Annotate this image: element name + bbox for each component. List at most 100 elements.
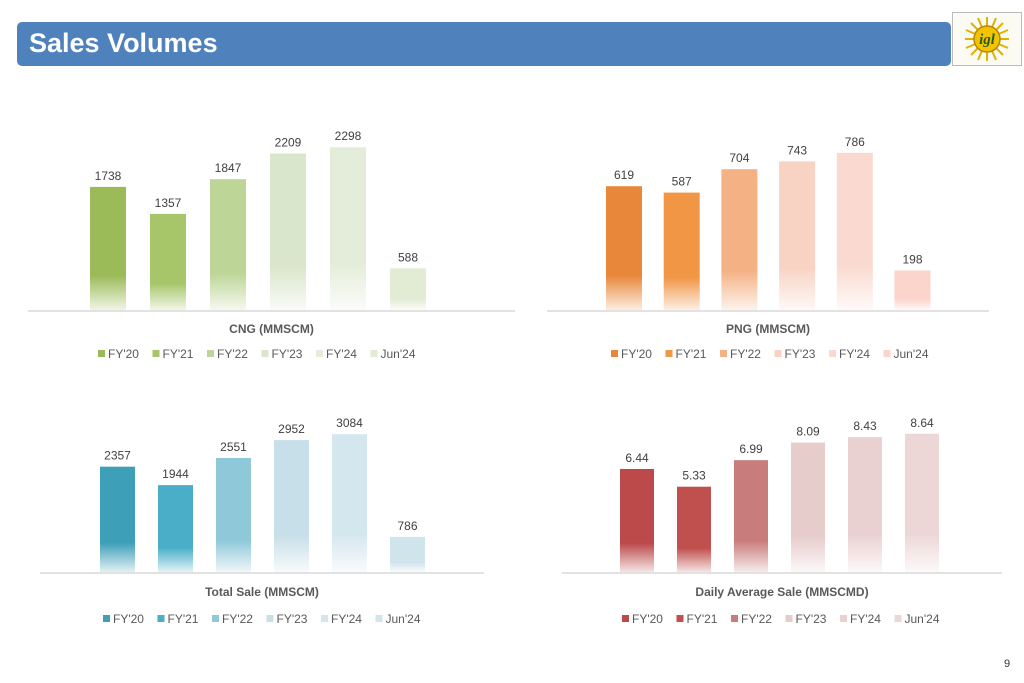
bar-FY'20 [606, 186, 642, 310]
data-label: 2551 [220, 440, 247, 454]
bar-FY'20 [90, 186, 126, 310]
data-label: 786 [845, 135, 865, 149]
legend-label: FY'20 [621, 347, 652, 361]
legend-swatch [321, 615, 328, 622]
bar-FY'24 [848, 437, 882, 572]
svg-text:igl: igl [979, 32, 996, 48]
legend-swatch [829, 350, 836, 357]
bar-Jun'24 [390, 536, 425, 572]
legend-label: FY'22 [222, 612, 253, 626]
legend-label: FY'23 [796, 612, 827, 626]
data-label: 1738 [95, 169, 122, 183]
data-label: 587 [672, 175, 692, 189]
legend-label: FY'20 [108, 347, 139, 361]
legend-swatch [720, 350, 727, 357]
legend-swatch [375, 615, 383, 622]
page-number: 9 [1004, 658, 1011, 670]
legend-swatch [665, 350, 673, 357]
bar-FY'22 [216, 458, 251, 572]
data-label: 1944 [162, 467, 189, 481]
title-bar: Sales Volumes [17, 22, 951, 66]
data-label: 3084 [336, 416, 363, 430]
legend-swatch [157, 615, 165, 622]
legend-swatch [883, 350, 891, 357]
legend-label: FY'22 [217, 347, 248, 361]
data-label: 8.09 [796, 425, 820, 439]
data-label: 2357 [104, 449, 131, 463]
cng-chart: 1738 1357 1847 2209 2298 588 CNG (MMSCM) FY'20 F… [28, 129, 515, 361]
data-label: 8.43 [853, 419, 877, 433]
legend-label: FY'21 [163, 347, 194, 361]
data-label: 2298 [335, 129, 362, 143]
png-chart: 619 587 704 743 786 198 PNG (MMSCM) FY'20 FY'21 F… [547, 135, 989, 361]
bar-FY'21 [663, 192, 700, 310]
data-label: 5.33 [682, 469, 706, 483]
bar-FY'21 [158, 485, 193, 572]
legend-swatch [774, 350, 782, 357]
bar-FY'20 [100, 466, 135, 572]
legend-swatch [98, 350, 105, 357]
legend-label: Jun'24 [381, 347, 416, 361]
legend-label: Jun'24 [905, 612, 940, 626]
legend-swatch [611, 350, 618, 357]
legend-swatch [261, 350, 269, 357]
chart-title: Daily Average Sale (MMSCMD) [695, 585, 868, 599]
data-label: 6.44 [625, 451, 649, 465]
bar-Jun'24 [894, 270, 931, 310]
total-sale-chart: 2357 1944 2551 2952 3084 786 Total Sale (MMSCM… [40, 416, 484, 626]
bar-FY'23 [779, 161, 816, 310]
data-label: 8.64 [910, 416, 934, 430]
data-label: 619 [614, 168, 634, 182]
bar-FY'20 [620, 468, 654, 572]
bar-FY'24 [836, 152, 873, 310]
legend-label: FY'24 [839, 347, 870, 361]
legend-label: FY'24 [850, 612, 881, 626]
legend-label: FY'21 [687, 612, 718, 626]
legend-swatch [676, 615, 684, 622]
legend-label: FY'20 [113, 612, 144, 626]
data-label: 786 [397, 519, 417, 533]
legend-label: FY'20 [632, 612, 663, 626]
legend-swatch [103, 615, 110, 622]
bar-FY'21 [677, 486, 711, 572]
data-label: 198 [902, 252, 922, 266]
bar-FY'22 [721, 169, 758, 310]
data-label: 6.99 [739, 442, 763, 456]
data-label: 704 [729, 151, 749, 165]
legend-label: Jun'24 [386, 612, 421, 626]
legend-swatch [207, 350, 214, 357]
bar-Jun'24 [905, 433, 939, 572]
legend-label: FY'22 [741, 612, 772, 626]
legend-label: FY'24 [326, 347, 357, 361]
legend-label: FY'24 [331, 612, 362, 626]
bar-FY'24 [332, 434, 367, 572]
legend-swatch [785, 615, 793, 622]
bar-FY'23 [270, 153, 306, 310]
bar-FY'23 [274, 440, 309, 572]
page-title: Sales Volumes [29, 28, 218, 58]
data-label: 1847 [215, 161, 242, 175]
legend-swatch [840, 615, 847, 622]
legend-swatch [152, 350, 160, 357]
legend-label: FY'22 [730, 347, 761, 361]
bar-FY'22 [210, 179, 246, 310]
data-label: 588 [398, 250, 418, 264]
data-label: 2209 [275, 136, 302, 150]
chart-title: PNG (MMSCM) [726, 322, 810, 336]
bar-Jun'24 [390, 268, 426, 310]
bar-FY'23 [791, 442, 825, 572]
legend-swatch [316, 350, 323, 357]
data-label: 743 [787, 143, 807, 157]
legend-label: Jun'24 [894, 347, 929, 361]
legend-swatch [212, 615, 219, 622]
chart-title: Total Sale (MMSCM) [205, 585, 319, 599]
legend-label: FY'23 [272, 347, 303, 361]
legend-label: FY'23 [277, 612, 308, 626]
daily-average-sale-chart: 6.44 5.33 6.99 8.09 8.43 8.64 Daily Average Sa… [562, 416, 1002, 626]
bar-FY'21 [150, 213, 186, 310]
legend-label: FY'23 [785, 347, 816, 361]
data-label: 1357 [155, 196, 182, 210]
chart-title: CNG (MMSCM) [229, 322, 314, 336]
bar-FY'22 [734, 460, 768, 572]
legend-swatch [731, 615, 738, 622]
